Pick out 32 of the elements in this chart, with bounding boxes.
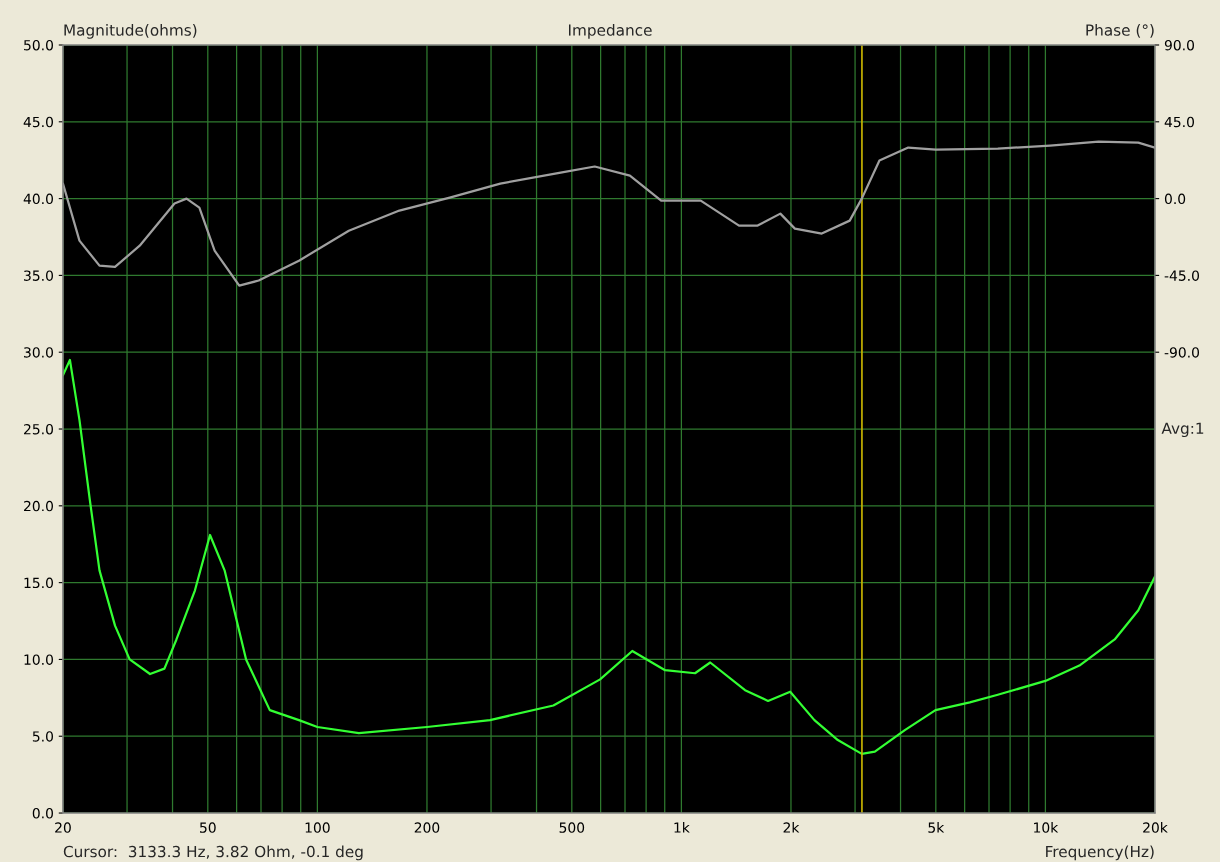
y-tick-label: 35.0 xyxy=(24,270,53,281)
y2-tick-label: 90.0 xyxy=(1164,39,1194,51)
y-tick-label: 20.0 xyxy=(24,500,53,512)
x-tick-label: 20k xyxy=(1143,822,1168,833)
y-tick-label: 5.0 xyxy=(32,731,53,742)
y2-tick-label: -90.0 xyxy=(1164,347,1200,358)
y2-tick-label: 45.0 xyxy=(1164,116,1194,128)
y-tick-label: 50.0 xyxy=(24,39,53,51)
y2-axis-title: Phase (°) xyxy=(1086,24,1154,38)
chart-title: Impedance xyxy=(568,24,652,39)
y2-tick-label: 0.0 xyxy=(1164,193,1186,205)
x-tick-label: 1k xyxy=(674,822,690,833)
x-tick-label: 20 xyxy=(55,822,71,833)
x-tick-label: 10k xyxy=(1034,822,1059,833)
y-tick-label: 15.0 xyxy=(24,577,53,589)
y2-tick-label: -45.0 xyxy=(1164,270,1200,281)
x-tick-label: 100 xyxy=(305,822,330,833)
y-tick-label: 40.0 xyxy=(23,193,53,205)
x-axis-title: Frequency(Hz) xyxy=(1046,845,1154,861)
x-tick-label: 200 xyxy=(414,822,440,833)
y-tick-label: 25.0 xyxy=(24,423,53,435)
y-tick-label: 45.0 xyxy=(23,116,53,128)
y-tick-label: 10.0 xyxy=(24,654,53,665)
y-axis-title: Magnitude(ohms) xyxy=(64,24,197,39)
x-tick-label: 50 xyxy=(200,822,216,833)
x-tick-label: 5k xyxy=(928,822,945,833)
text: Cursor: 3133.3 Hz, 3.82 Ohm, -0.1 deg xyxy=(63,845,363,861)
y-tick-label: 30.0 xyxy=(24,347,53,358)
x-tick-label: 500 xyxy=(559,822,585,833)
x-tick-label: 2k xyxy=(783,822,800,833)
y-tick-label: 0.0 xyxy=(32,808,53,819)
text: Avg:1 xyxy=(1161,422,1204,438)
